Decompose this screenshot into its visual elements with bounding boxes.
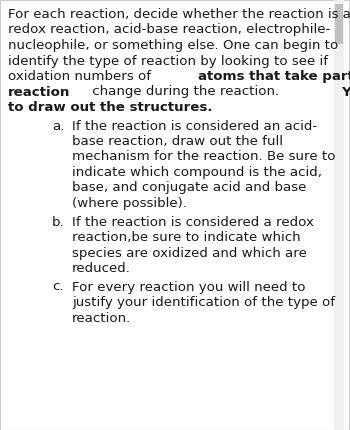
Text: atoms that take part in the: atoms that take part in the — [198, 70, 350, 83]
Text: indicate which compound is the acid,: indicate which compound is the acid, — [72, 166, 322, 178]
Text: change during the reaction.: change during the reaction. — [89, 85, 284, 98]
Text: c.: c. — [52, 280, 64, 293]
Text: For each reaction, decide whether the reaction is a: For each reaction, decide whether the re… — [8, 8, 350, 21]
Text: If the reaction is considered a redox: If the reaction is considered a redox — [72, 215, 314, 228]
Text: base reaction, draw out the full: base reaction, draw out the full — [72, 135, 283, 147]
Text: mechanism for the reaction. Be sure to: mechanism for the reaction. Be sure to — [72, 150, 336, 163]
Text: justify your identification of the type of: justify your identification of the type … — [72, 295, 335, 308]
Text: base, and conjugate acid and base: base, and conjugate acid and base — [72, 181, 306, 194]
Text: a.: a. — [52, 119, 64, 132]
Text: b.: b. — [52, 215, 65, 228]
Text: You will need: You will need — [341, 85, 350, 98]
Text: oxidation numbers of: oxidation numbers of — [8, 70, 155, 83]
Bar — [335, 5, 343, 45]
Text: reduced.: reduced. — [72, 261, 131, 274]
Text: reaction: reaction — [8, 85, 70, 98]
Bar — [334, 0, 344, 430]
Text: nucleophile, or something else. One can begin to: nucleophile, or something else. One can … — [8, 39, 338, 52]
Text: (where possible).: (where possible). — [72, 197, 187, 209]
Text: If the reaction is considered an acid-: If the reaction is considered an acid- — [72, 119, 317, 132]
Text: reaction.: reaction. — [72, 311, 131, 324]
Text: reaction,be sure to indicate which: reaction,be sure to indicate which — [72, 230, 301, 243]
Text: For every reaction you will need to: For every reaction you will need to — [72, 280, 306, 293]
Text: species are oxidized and which are: species are oxidized and which are — [72, 246, 307, 259]
Text: redox reaction, acid-base reaction, electrophile-: redox reaction, acid-base reaction, elec… — [8, 24, 330, 37]
Text: identify the type of reaction by looking to see if: identify the type of reaction by looking… — [8, 54, 328, 68]
Text: to draw out the structures.: to draw out the structures. — [8, 101, 212, 114]
